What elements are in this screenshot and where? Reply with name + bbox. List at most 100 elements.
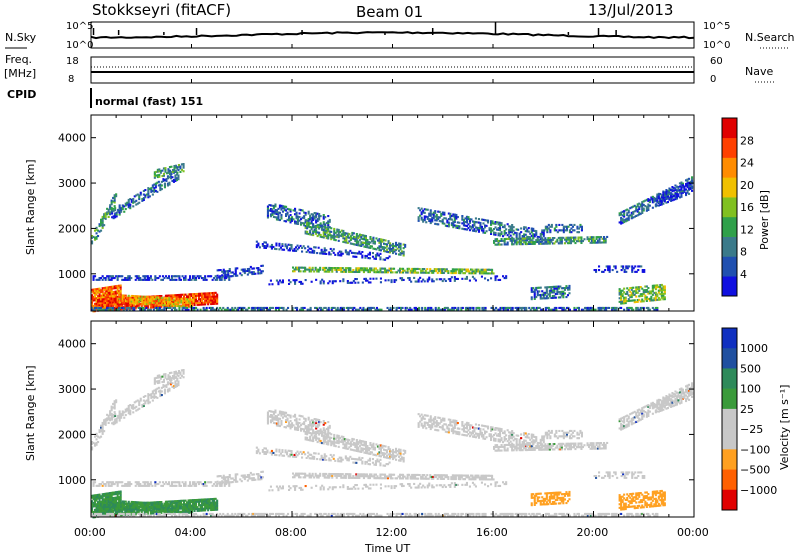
power-cell bbox=[443, 306, 446, 309]
power-cell bbox=[570, 223, 573, 226]
power-cell bbox=[641, 287, 644, 290]
power-cell bbox=[678, 182, 681, 185]
power-cell bbox=[603, 308, 606, 311]
power-cell bbox=[104, 301, 107, 304]
power-cell bbox=[452, 215, 455, 218]
velocity-cell bbox=[106, 511, 109, 514]
power-cell bbox=[112, 305, 115, 308]
power-cell bbox=[444, 279, 447, 282]
power-cell bbox=[315, 214, 318, 217]
power-cell bbox=[213, 277, 216, 280]
power-cell bbox=[505, 306, 508, 309]
power-cell bbox=[94, 295, 97, 298]
power-cell bbox=[428, 212, 431, 215]
power-cell bbox=[455, 217, 458, 220]
power-cell bbox=[398, 306, 401, 309]
power-cell bbox=[207, 301, 210, 304]
power-cell bbox=[614, 265, 617, 268]
velocity-cell bbox=[92, 498, 95, 501]
velocity-cell bbox=[132, 504, 135, 507]
power-cell bbox=[139, 193, 142, 196]
power-cell bbox=[438, 220, 441, 223]
power-cell bbox=[275, 248, 278, 251]
power-cell bbox=[524, 233, 527, 236]
power-cell bbox=[193, 303, 196, 306]
power-cell bbox=[169, 306, 172, 309]
power-cell bbox=[580, 241, 583, 244]
power-cell bbox=[181, 297, 184, 300]
power-cell bbox=[509, 227, 512, 230]
power-cell bbox=[413, 308, 416, 311]
power-cell bbox=[678, 190, 681, 193]
power-cell bbox=[252, 272, 255, 275]
power-cell bbox=[407, 277, 410, 280]
power-cell bbox=[465, 215, 468, 218]
power-cell bbox=[462, 220, 465, 223]
power-cell bbox=[299, 270, 302, 273]
power-cell bbox=[467, 306, 470, 309]
power-cell bbox=[645, 209, 648, 212]
power-cell bbox=[636, 210, 639, 213]
power-cell bbox=[121, 306, 124, 309]
power-cell bbox=[638, 206, 641, 209]
power-cell bbox=[288, 279, 291, 282]
power-cell bbox=[669, 192, 672, 195]
power-cell bbox=[634, 270, 637, 273]
power-cell bbox=[164, 170, 167, 173]
power-cell bbox=[452, 213, 455, 216]
power-cell bbox=[146, 275, 149, 278]
velocity-cell bbox=[149, 512, 152, 515]
velocity-cell bbox=[143, 511, 146, 514]
power-cell bbox=[366, 239, 369, 242]
power-cell bbox=[425, 221, 428, 224]
power-cell bbox=[559, 306, 562, 309]
power-cell bbox=[626, 308, 629, 311]
power-cell bbox=[104, 217, 107, 220]
power-cell bbox=[452, 220, 455, 223]
velocity-cell bbox=[202, 509, 205, 512]
velocity-cell bbox=[192, 499, 195, 502]
power-cell bbox=[511, 308, 514, 311]
power-cell bbox=[549, 225, 552, 228]
velocity-cell bbox=[106, 504, 109, 507]
power-cell bbox=[561, 229, 564, 232]
power-cell bbox=[163, 179, 166, 182]
power-cell bbox=[461, 222, 464, 225]
power-cell bbox=[620, 217, 623, 220]
velocity-cell bbox=[120, 505, 123, 508]
power-cell bbox=[426, 278, 429, 281]
power-cell bbox=[336, 228, 339, 231]
power-cell bbox=[395, 241, 398, 244]
power-cell bbox=[326, 308, 329, 311]
power-cell bbox=[202, 303, 205, 306]
velocity-cell bbox=[92, 501, 95, 504]
power-cell bbox=[393, 279, 396, 282]
power-cell bbox=[499, 225, 502, 228]
velocity-cell bbox=[101, 495, 104, 498]
power-cell bbox=[119, 308, 122, 311]
power-cell bbox=[559, 290, 562, 293]
power-cell bbox=[656, 286, 659, 289]
power-cell bbox=[642, 200, 645, 203]
power-cell bbox=[162, 167, 165, 170]
power-cell bbox=[275, 209, 278, 212]
power-cell bbox=[346, 232, 349, 235]
power-cell bbox=[566, 242, 569, 245]
power-cell bbox=[662, 294, 665, 297]
power-cell bbox=[287, 306, 290, 309]
power-cell bbox=[544, 308, 547, 311]
velocity-cell bbox=[208, 500, 211, 503]
power-cell bbox=[319, 233, 322, 236]
velocity-cell bbox=[116, 498, 119, 501]
power-cell bbox=[669, 198, 672, 201]
power-cell bbox=[453, 217, 456, 220]
power-cell bbox=[643, 269, 646, 272]
power-cell bbox=[656, 199, 659, 202]
power-cell bbox=[484, 224, 487, 227]
velocity-cell bbox=[159, 509, 162, 512]
power-cell bbox=[532, 233, 535, 236]
power-cell bbox=[364, 277, 367, 280]
velocity-cell bbox=[157, 509, 160, 512]
power-cell bbox=[116, 288, 119, 291]
velocity-cell bbox=[101, 496, 104, 499]
